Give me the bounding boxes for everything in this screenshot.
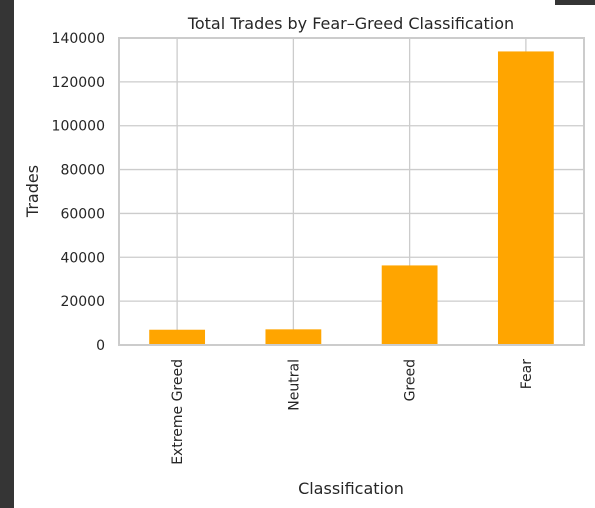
x-grid — [176, 38, 527, 345]
x-tick-label: Fear — [519, 359, 535, 389]
bar-fear — [497, 51, 554, 345]
y-tick-label: 20000 — [60, 294, 105, 310]
x-tick-label: Extreme Greed — [170, 359, 186, 465]
bars — [149, 51, 554, 345]
bar-greed — [381, 265, 438, 345]
y-axis-label: Trades — [23, 165, 42, 218]
y-tick-label: 140000 — [52, 31, 105, 47]
y-tick-label: 80000 — [60, 163, 105, 179]
bar-neutral — [265, 329, 322, 345]
x-tick-label: Greed — [403, 359, 419, 401]
x-axis-label: Classification — [298, 479, 404, 498]
y-tick-label: 60000 — [60, 206, 105, 222]
x-tick-label: Neutral — [286, 359, 302, 411]
y-tick-labels: 0 20000 40000 60000 80000 100000 120000 140000 — [52, 31, 105, 354]
bar-extreme-greed — [149, 329, 206, 345]
plot-frame — [118, 37, 585, 346]
left-panel-edge — [0, 0, 14, 508]
y-tick-label: 120000 — [52, 75, 105, 91]
corner-tab — [555, 0, 595, 5]
y-tick-label: 0 — [96, 338, 105, 354]
x-tick-labels: Extreme Greed Neutral Greed Fear — [170, 359, 535, 465]
chart-title: Total Trades by Fear–Greed Classificatio… — [187, 14, 514, 33]
y-tick-label: 40000 — [60, 250, 105, 266]
y-tick-label: 100000 — [52, 119, 105, 135]
